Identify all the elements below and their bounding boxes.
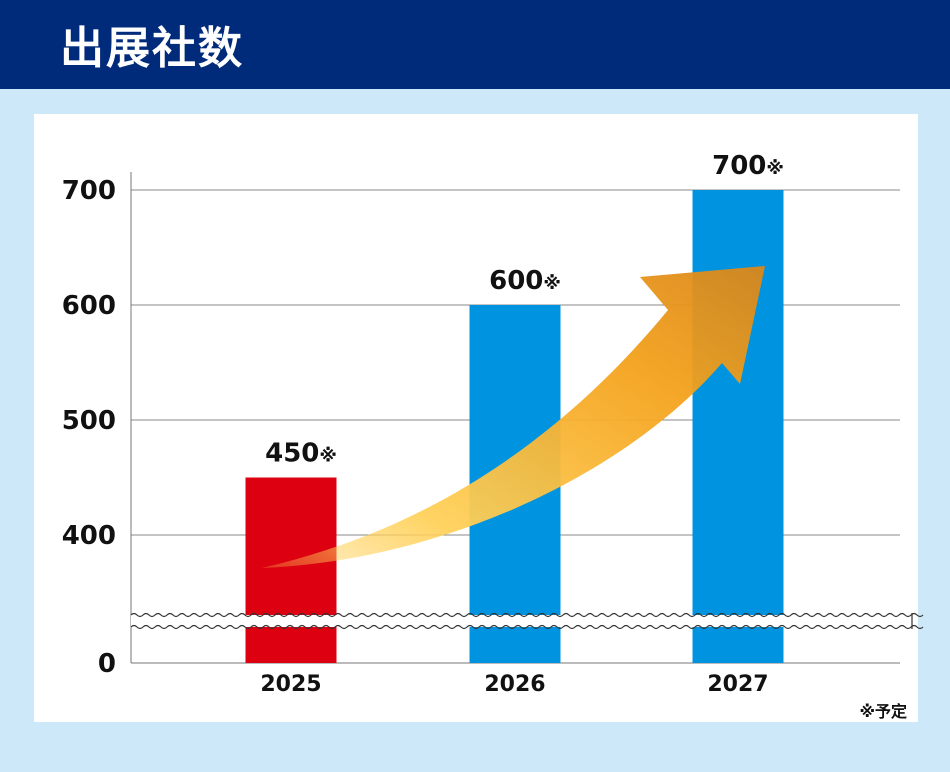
y-tick-label: 400 [62, 521, 116, 551]
y-tick-label: 600 [62, 291, 116, 321]
bar [692, 190, 784, 663]
bar [245, 477, 337, 663]
x-tick-label: 2027 [707, 672, 768, 697]
data-label: 700※ [712, 151, 784, 181]
x-tick-label: 2026 [484, 672, 545, 697]
axis-break-line [130, 624, 924, 630]
page-title: 出展社数 [60, 23, 244, 74]
header-banner: 出展社数 [0, 0, 950, 89]
axis-break-line [130, 612, 924, 618]
data-label: 450※ [265, 439, 337, 469]
data-label: 600※ [489, 266, 561, 296]
y-tick-label: 500 [62, 406, 116, 436]
trend-arrow [262, 266, 765, 568]
y-tick-label: 0 [98, 649, 116, 679]
y-tick-label: 700 [62, 176, 116, 206]
footnote: ※予定 [859, 702, 907, 721]
axis-break-band [131, 615, 912, 627]
x-tick-label: 2025 [260, 672, 321, 697]
